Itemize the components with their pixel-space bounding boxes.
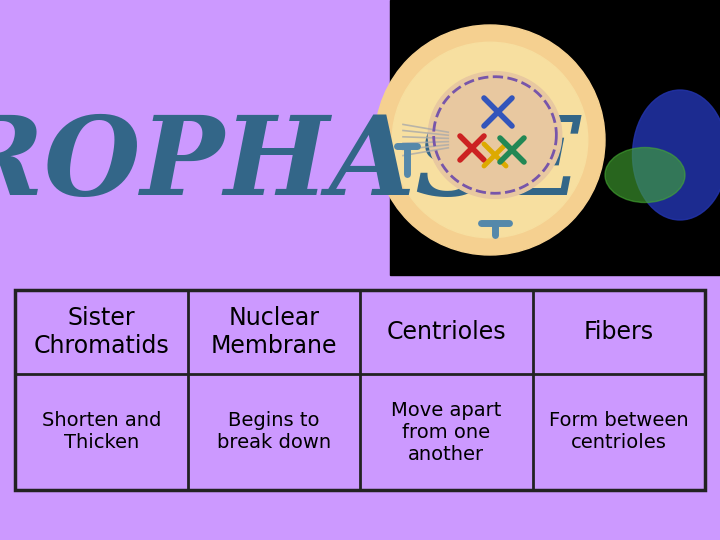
Text: Centrioles: Centrioles	[387, 320, 506, 344]
Text: Fibers: Fibers	[584, 320, 654, 344]
Text: Move apart
from one
another: Move apart from one another	[391, 401, 501, 463]
Ellipse shape	[428, 72, 562, 198]
Text: PROPHASE: PROPHASE	[0, 111, 581, 219]
Circle shape	[375, 25, 605, 255]
Ellipse shape	[605, 147, 685, 202]
Ellipse shape	[632, 90, 720, 220]
Bar	[15, 290, 705, 490]
Bar	[390, 0, 720, 275]
Text: Nuclear
Membrane: Nuclear Membrane	[210, 306, 337, 358]
Circle shape	[392, 42, 588, 238]
Text: Shorten and
Thicken: Shorten and Thicken	[42, 411, 161, 453]
Text: Form between
centrioles: Form between centrioles	[549, 411, 688, 453]
Text: Sister
Chromatids: Sister Chromatids	[33, 306, 169, 358]
Text: Begins to
break down: Begins to break down	[217, 411, 330, 453]
